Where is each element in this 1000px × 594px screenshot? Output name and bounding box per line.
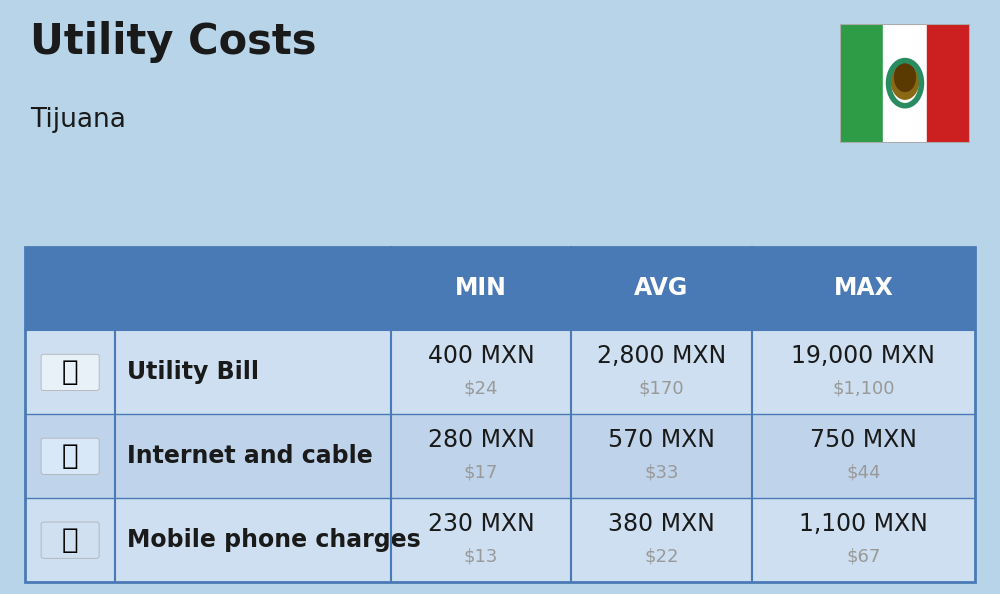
- Text: MAX: MAX: [833, 276, 893, 301]
- Text: 280 MXN: 280 MXN: [428, 428, 534, 451]
- Bar: [883, 24, 927, 143]
- Text: $13: $13: [464, 548, 498, 566]
- Text: 2,800 MXN: 2,800 MXN: [597, 344, 726, 368]
- FancyBboxPatch shape: [41, 522, 99, 558]
- FancyBboxPatch shape: [25, 498, 975, 582]
- Text: 19,000 MXN: 19,000 MXN: [791, 344, 935, 368]
- Text: Tijuana: Tijuana: [30, 107, 126, 133]
- Text: $1,100: $1,100: [832, 380, 895, 398]
- Bar: [840, 24, 883, 143]
- Text: 380 MXN: 380 MXN: [608, 511, 715, 536]
- Text: Mobile phone charges: Mobile phone charges: [127, 528, 420, 552]
- Text: 🔧: 🔧: [62, 358, 78, 386]
- Text: Utility Bill: Utility Bill: [127, 361, 259, 384]
- Text: $67: $67: [846, 548, 881, 566]
- Text: 230 MXN: 230 MXN: [428, 511, 534, 536]
- Text: MIN: MIN: [455, 276, 507, 301]
- Bar: [927, 24, 970, 143]
- Text: AVG: AVG: [634, 276, 689, 301]
- FancyBboxPatch shape: [25, 330, 975, 415]
- Text: $170: $170: [639, 380, 684, 398]
- Text: Utility Costs: Utility Costs: [30, 21, 316, 63]
- Text: 📱: 📱: [62, 526, 78, 554]
- Text: Internet and cable: Internet and cable: [127, 444, 372, 468]
- FancyBboxPatch shape: [41, 438, 99, 475]
- Text: 400 MXN: 400 MXN: [428, 344, 534, 368]
- Text: 1,100 MXN: 1,100 MXN: [799, 511, 928, 536]
- Text: 570 MXN: 570 MXN: [608, 428, 715, 451]
- Text: 750 MXN: 750 MXN: [810, 428, 917, 451]
- FancyBboxPatch shape: [25, 415, 975, 498]
- Text: $17: $17: [464, 464, 498, 482]
- Text: $44: $44: [846, 464, 881, 482]
- Text: 📡: 📡: [62, 443, 78, 470]
- FancyBboxPatch shape: [25, 247, 975, 330]
- Text: $33: $33: [644, 464, 679, 482]
- Circle shape: [891, 61, 919, 99]
- FancyBboxPatch shape: [41, 354, 99, 390]
- Circle shape: [895, 63, 915, 91]
- Text: $22: $22: [644, 548, 679, 566]
- Text: $24: $24: [464, 380, 498, 398]
